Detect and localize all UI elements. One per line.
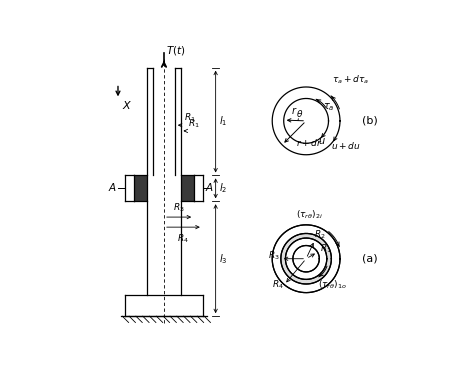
Text: $R_4$: $R_4$: [272, 279, 283, 291]
Text: $R_1$: $R_1$: [188, 117, 200, 130]
Text: $(\tau_{r\theta})_{2i}$: $(\tau_{r\theta})_{2i}$: [295, 209, 322, 221]
Text: $R_1$: $R_1$: [320, 242, 332, 255]
Text: $\tau_a$: $\tau_a$: [323, 101, 335, 113]
Text: $T(t)$: $T(t)$: [166, 44, 186, 57]
Text: $A$: $A$: [205, 181, 214, 193]
Text: $A$: $A$: [108, 181, 117, 193]
Text: $u$: $u$: [318, 137, 326, 147]
Polygon shape: [134, 175, 147, 201]
Text: $R_4$: $R_4$: [177, 232, 189, 245]
Text: $\theta$: $\theta$: [296, 109, 303, 119]
Text: $R_3$: $R_3$: [268, 250, 279, 262]
Polygon shape: [281, 233, 331, 284]
Text: $X$: $X$: [122, 99, 132, 111]
Text: $(\tau_{r\theta})_{1o}$: $(\tau_{r\theta})_{1o}$: [318, 279, 346, 291]
Text: $l_2$: $l_2$: [219, 182, 228, 195]
Text: $\tau_a+d\tau_a$: $\tau_a+d\tau_a$: [332, 74, 369, 86]
Text: (b): (b): [362, 116, 378, 126]
Text: $u+du$: $u+du$: [331, 140, 361, 151]
Text: $r+dr$: $r+dr$: [296, 137, 322, 148]
Text: (a): (a): [362, 254, 378, 264]
Text: $r$: $r$: [291, 105, 297, 116]
Text: $R_3$: $R_3$: [173, 201, 185, 214]
Polygon shape: [181, 175, 194, 201]
Text: $l_3$: $l_3$: [219, 252, 228, 266]
Text: $l_1$: $l_1$: [219, 115, 228, 128]
Text: $R_2$: $R_2$: [314, 229, 326, 241]
Text: $R_1$: $R_1$: [184, 112, 195, 124]
